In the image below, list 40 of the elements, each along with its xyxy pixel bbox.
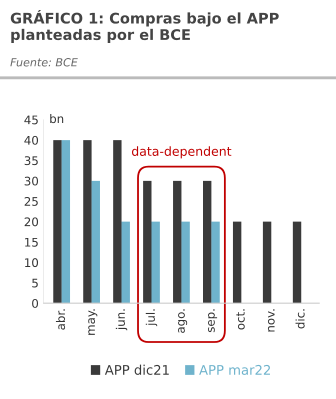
bar (53, 140, 62, 304)
bar (232, 222, 242, 304)
bar (92, 180, 100, 304)
bar (151, 222, 160, 304)
y-tick-label: 5 (32, 278, 38, 288)
x-tick-label: may. (88, 309, 98, 335)
y-tick-label: 40 (24, 136, 38, 145)
annotation: data-dependent (132, 146, 232, 158)
legend-label: APP mar22 (199, 364, 270, 375)
x-tick-label: oct. (236, 309, 245, 330)
bar (203, 180, 212, 304)
x-tick-label: abr. (56, 309, 66, 330)
x-tick-label: jul. (146, 309, 158, 326)
y-tick-label: 45 (24, 116, 38, 124)
bar (173, 180, 182, 304)
bar (292, 222, 302, 304)
bar (62, 140, 70, 304)
y-tick-label: 0 (32, 298, 38, 308)
bar (143, 180, 152, 304)
bar (262, 222, 272, 304)
x-tick-label: sep. (208, 309, 218, 332)
bar (113, 140, 122, 304)
chart-subtitle: Fuente: BCE (10, 58, 78, 66)
x-tick-label: jun. (116, 309, 128, 330)
x-tick-label: nov. (268, 309, 275, 332)
bar (122, 222, 130, 304)
x-tick-label: ago. (178, 309, 188, 333)
y-tick-label: 25 (24, 196, 38, 206)
y-tick-label: 30 (24, 176, 38, 186)
bar (181, 222, 190, 304)
y-axis-title: bn (50, 114, 64, 124)
y-tick-label: 20 (24, 217, 38, 226)
x-tick-label: dic. (296, 309, 305, 328)
y-tick-label: 15 (25, 238, 38, 247)
bar (83, 140, 92, 304)
chart-title: GRÁFICO 1: Compras bajo el APP planteadas por el BCE (10, 10, 279, 43)
y-tick-label: 35 (24, 156, 38, 166)
y-tick-label: 10 (25, 258, 38, 268)
bar (211, 222, 220, 304)
legend-label: APP dic21 (104, 364, 169, 375)
